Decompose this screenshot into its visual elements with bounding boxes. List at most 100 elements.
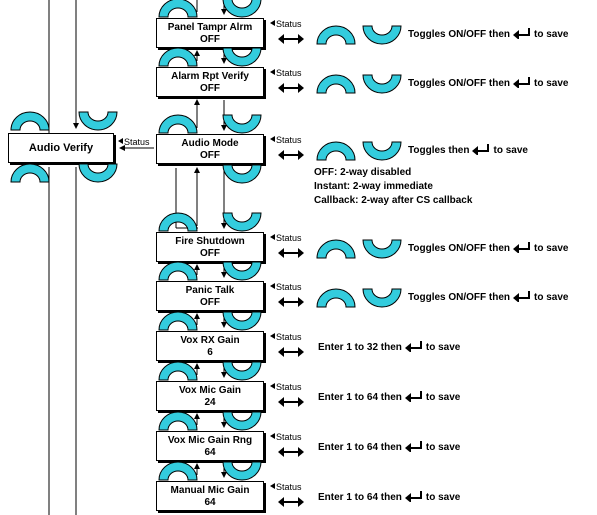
status-label: Status (276, 332, 302, 342)
menu-item-title: Vox Mic Gain Rng (167, 435, 253, 446)
menu-item-alarm-rpt-verify[interactable]: Alarm Rpt Verify OFF (156, 67, 264, 97)
status-indicator-panic-talk: Status (270, 282, 302, 292)
main-down-key-icon (78, 111, 118, 131)
column-down-key-icon (222, 212, 262, 232)
status-indicator-manual-mic-gain: Status (270, 482, 302, 492)
up-arc-key-icon (316, 288, 356, 308)
column-up-key-icon (158, 261, 198, 281)
up-arc-key-icon (316, 141, 356, 161)
description-pre: Enter 1 to 32 then (318, 342, 402, 353)
up-arc-key-icon (316, 74, 356, 94)
enter-return-icon (404, 491, 422, 502)
enter-return-icon (404, 441, 422, 452)
menu-item-value: 24 (204, 397, 216, 408)
status-label: Status (276, 68, 302, 78)
menu-item-vox-mic-gain-rng[interactable]: Vox Mic Gain Rng 64 (156, 431, 264, 461)
left-right-arrows-icon (278, 447, 304, 457)
menu-item-value: 64 (204, 497, 216, 508)
status-arrow-icon (270, 136, 275, 142)
description-pre: Toggles ON/OFF then (408, 243, 511, 254)
description-alarm-rpt-verify: Toggles ON/OFF then to save (408, 77, 569, 90)
left-right-arrows-icon (278, 150, 304, 160)
description-post: to save (425, 492, 461, 503)
description-panic-talk: Toggles ON/OFF then to save (408, 291, 569, 304)
menu-item-vox-mic-gain[interactable]: Vox Mic Gain 24 (156, 381, 264, 411)
description-pre: Enter 1 to 64 then (318, 442, 402, 453)
up-arc-key-icon (316, 239, 356, 259)
enter-return-icon (513, 291, 531, 302)
description-manual-mic-gain: Enter 1 to 64 then to save (318, 491, 460, 504)
down-arc-key-icon (362, 141, 402, 161)
audio-verify-label: Audio Verify (28, 142, 94, 154)
status-arrow-icon (270, 483, 275, 489)
left-right-arrows-icon (278, 397, 304, 407)
description-vox-rx-gain: Enter 1 to 32 then to save (318, 341, 460, 354)
column-up-key-icon (158, 114, 198, 134)
description-vox-mic-gain-rng: Enter 1 to 64 then to save (318, 441, 460, 454)
column-down-key-icon (222, 0, 262, 18)
audio-mode-notes: OFF: 2-way disabled Instant: 2-way immedi… (314, 166, 472, 208)
down-arc-key-icon (362, 74, 402, 94)
menu-item-vox-rx-gain[interactable]: Vox RX Gain 6 (156, 331, 264, 361)
menu-item-fire-shutdown[interactable]: Fire Shutdown OFF (156, 232, 264, 262)
down-arc-key-icon (362, 25, 402, 45)
status-arrow-icon (270, 234, 275, 240)
menu-item-manual-mic-gain[interactable]: Manual Mic Gain 64 (156, 481, 264, 511)
description-pre: Enter 1 to 64 then (318, 392, 402, 403)
column-down-key-icon (222, 114, 262, 134)
status-indicator-vox-mic-gain: Status (270, 382, 302, 392)
menu-item-title: Vox RX Gain (180, 335, 240, 346)
status-label: Status (276, 432, 302, 442)
menu-item-title: Fire Shutdown (175, 236, 245, 247)
menu-item-value: OFF (200, 83, 220, 94)
left-right-arrows-icon (278, 83, 304, 93)
menu-item-value: 64 (204, 447, 216, 458)
left-right-arrows-icon (278, 248, 304, 258)
status-label: Status (276, 233, 302, 243)
column-up-key-icon (158, 461, 198, 481)
column-down-key-icon (222, 461, 262, 481)
description-pre: Toggles then (408, 145, 470, 156)
column-down-key-icon (222, 47, 262, 67)
status-indicator-fire-shutdown: Status (270, 233, 302, 243)
menu-item-value: OFF (200, 150, 220, 161)
enter-return-icon (404, 391, 422, 402)
column-down-key-icon (222, 311, 262, 331)
audio-mode-note: Callback: 2-way after CS callback (314, 195, 473, 206)
column-up-key-icon (158, 311, 198, 331)
status-label: Status (276, 282, 302, 292)
description-post: to save (425, 342, 461, 353)
menu-item-value: 6 (207, 347, 213, 358)
main-status-indicator: Status (118, 137, 150, 147)
enter-return-icon (472, 144, 490, 155)
menu-item-panic-talk[interactable]: Panic Talk OFF (156, 281, 264, 311)
status-arrow-icon (270, 20, 275, 26)
menu-item-value: OFF (200, 297, 220, 308)
menu-item-audio-mode[interactable]: Audio Mode OFF (156, 134, 264, 164)
menu-item-panel-tamper[interactable]: Panel Tampr Alrm OFF (156, 18, 264, 48)
down-arc-key-icon (362, 239, 402, 259)
status-indicator-audio-mode: Status (270, 135, 302, 145)
menu-item-value: OFF (200, 248, 220, 259)
left-right-arrows-icon (278, 297, 304, 307)
description-post: to save (493, 145, 528, 156)
menu-item-title: Manual Mic Gain (170, 485, 250, 496)
enter-return-icon (404, 341, 422, 352)
status-indicator-alarm-rpt-verify: Status (270, 68, 302, 78)
enter-return-icon (513, 77, 531, 88)
audio-verify-box[interactable]: Audio Verify (8, 133, 114, 163)
status-indicator-vox-rx-gain: Status (270, 332, 302, 342)
column-down-key-icon (222, 261, 262, 281)
description-pre: Toggles ON/OFF then (408, 292, 511, 303)
menu-item-value: OFF (200, 34, 220, 45)
column-up-key-icon (158, 411, 198, 431)
left-right-arrows-icon (278, 497, 304, 507)
main-down-key-icon-2 (78, 163, 118, 183)
column-down-key-icon (222, 411, 262, 431)
status-arrow-icon (270, 283, 275, 289)
main-up-key-icon (10, 111, 50, 131)
status-arrow-icon (270, 433, 275, 439)
description-panel-tamper: Toggles ON/OFF then to save (408, 28, 569, 41)
branch-down-key-icon (222, 164, 262, 184)
menu-item-title: Panic Talk (185, 285, 235, 296)
